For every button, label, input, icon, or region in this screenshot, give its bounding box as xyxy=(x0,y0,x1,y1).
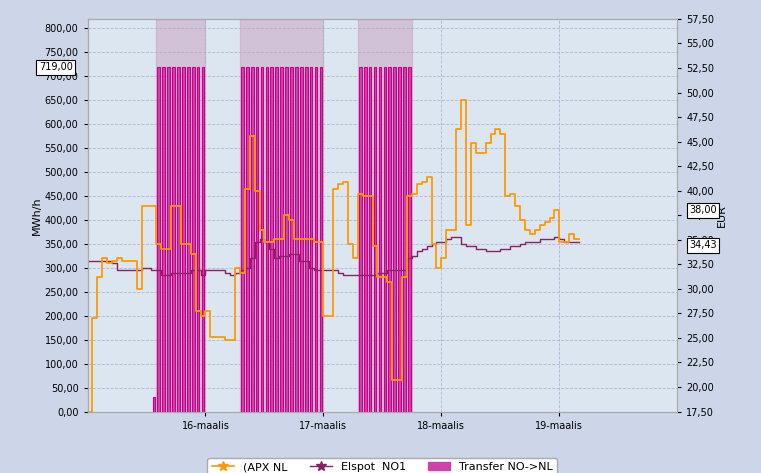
Bar xyxy=(158,67,160,412)
Bar xyxy=(167,67,170,412)
Text: 38,00: 38,00 xyxy=(689,205,717,215)
Bar xyxy=(393,67,396,412)
Bar xyxy=(280,67,283,412)
Bar xyxy=(240,19,323,412)
Bar xyxy=(315,67,317,412)
Bar xyxy=(202,67,205,412)
Bar xyxy=(369,67,371,412)
Bar xyxy=(295,67,298,412)
Bar xyxy=(172,67,175,412)
Bar xyxy=(310,67,313,412)
Bar xyxy=(290,67,293,412)
Text: 719,00: 719,00 xyxy=(39,62,73,72)
Bar xyxy=(256,67,259,412)
Bar xyxy=(187,67,189,412)
Bar xyxy=(156,19,205,412)
Bar xyxy=(251,67,253,412)
Legend: (APX NL, Elspot  NO1, Transfer NO->NL: (APX NL, Elspot NO1, Transfer NO->NL xyxy=(208,458,557,473)
Bar xyxy=(270,67,273,412)
Bar xyxy=(408,67,411,412)
Text: 34,43: 34,43 xyxy=(689,240,717,250)
Bar xyxy=(364,67,367,412)
Bar xyxy=(266,67,269,412)
Bar xyxy=(152,397,155,412)
Bar xyxy=(177,67,180,412)
Bar xyxy=(374,67,377,412)
Bar xyxy=(246,67,249,412)
Y-axis label: MWh/h: MWh/h xyxy=(32,196,42,235)
Bar xyxy=(260,67,263,412)
Bar xyxy=(403,67,406,412)
Bar xyxy=(285,67,288,412)
Bar xyxy=(378,67,381,412)
Bar xyxy=(358,19,412,412)
Bar xyxy=(359,67,361,412)
Bar xyxy=(398,67,401,412)
Bar xyxy=(388,67,391,412)
Bar xyxy=(241,67,244,412)
Bar xyxy=(320,67,323,412)
Bar xyxy=(197,67,199,412)
Y-axis label: EUR: EUR xyxy=(717,204,727,227)
Bar xyxy=(305,67,307,412)
Bar xyxy=(182,67,185,412)
Bar xyxy=(384,67,387,412)
Bar xyxy=(192,67,195,412)
Bar xyxy=(162,67,165,412)
Bar xyxy=(275,67,278,412)
Bar xyxy=(300,67,303,412)
